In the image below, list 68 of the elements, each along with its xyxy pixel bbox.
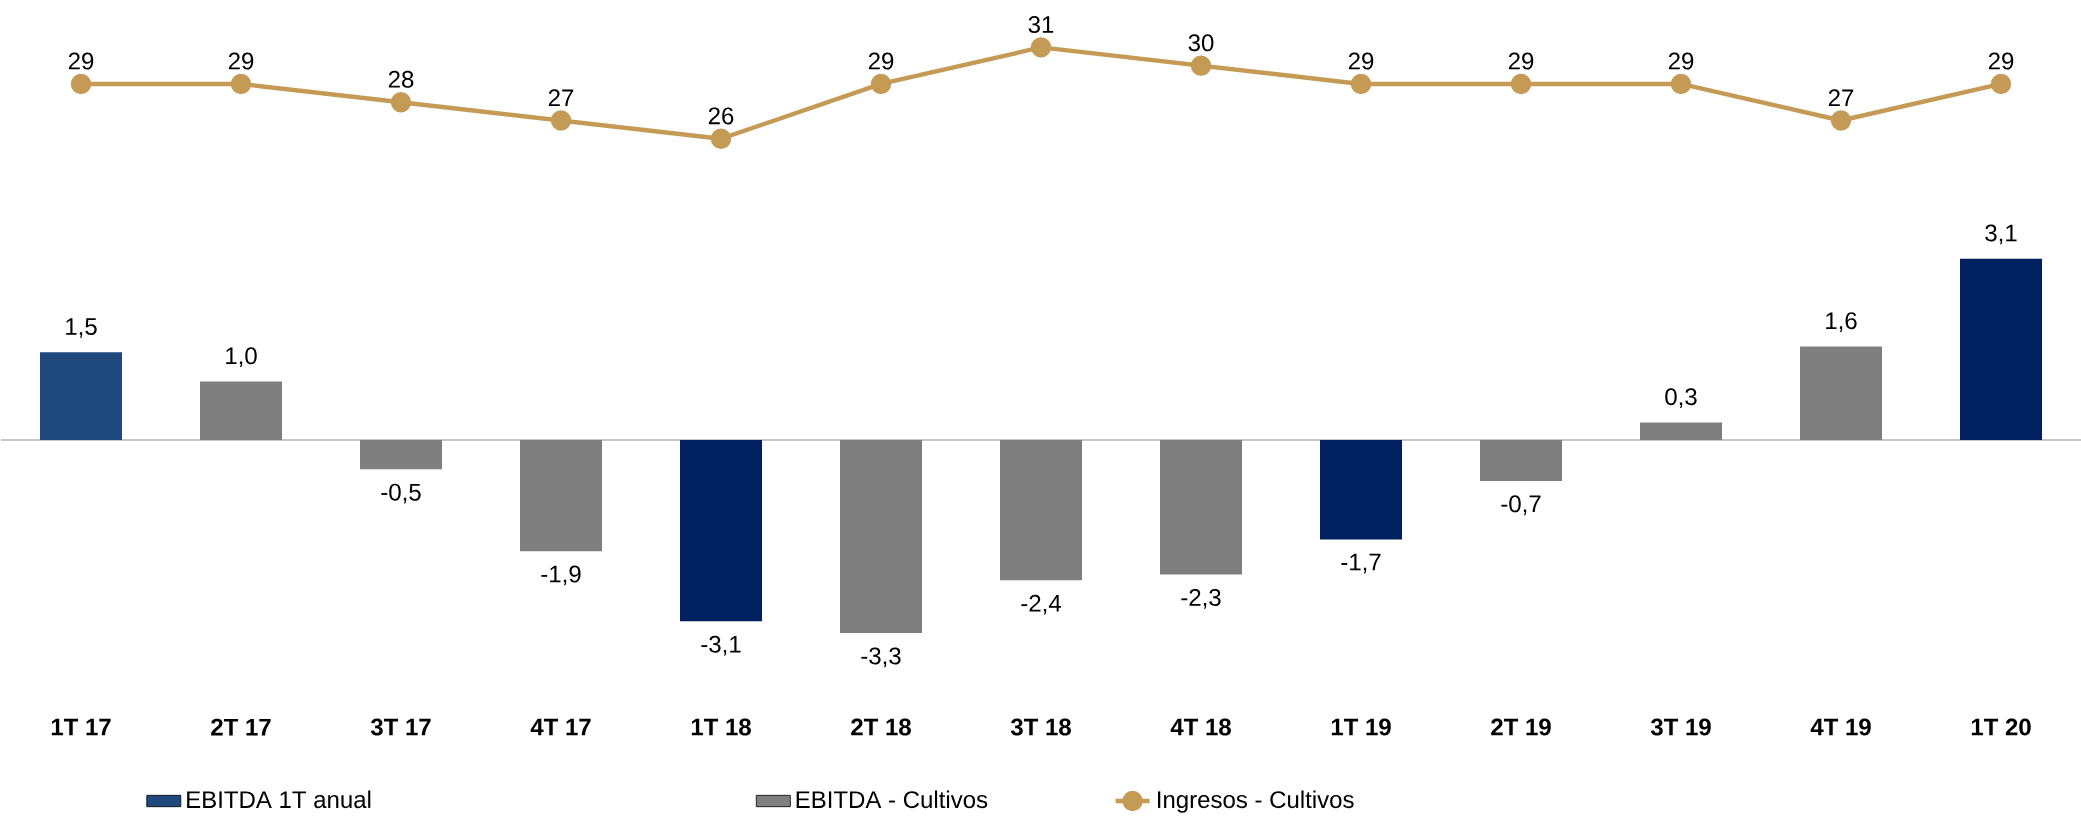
x-tick-label: 1T 18 [691, 718, 751, 736]
x-tick-label: 4T 19 [1810, 718, 1871, 736]
data-label: 29 [1348, 52, 1374, 70]
data-label: 30 [1188, 34, 1214, 52]
data-label: 29 [228, 52, 254, 70]
legend-label: EBITDA - Cultivos [796, 790, 988, 809]
data-label: 29 [1508, 52, 1534, 70]
x-tick-label: 4T 17 [530, 718, 591, 736]
x-tick-label: 2T 18 [851, 718, 911, 736]
legend-label: EBITDA 1T anual [187, 790, 371, 809]
bar [680, 439, 763, 622]
point [550, 110, 572, 131]
point [870, 73, 892, 95]
data-label: -0,7 [1501, 495, 1541, 516]
data-label: -2,4 [1021, 594, 1061, 615]
point [1830, 110, 1852, 131]
point [230, 73, 252, 95]
data-label: -0,5 [381, 483, 421, 504]
bar [1320, 439, 1403, 540]
point [1990, 73, 2012, 95]
x-tick-label: 1T 19 [1331, 718, 1391, 736]
point [70, 73, 92, 95]
point [710, 128, 732, 149]
data-label: 28 [388, 70, 414, 88]
bar [1000, 439, 1083, 581]
x-tick-label: 3T 18 [1010, 718, 1071, 736]
data-label: 26 [708, 107, 734, 125]
point [390, 92, 412, 113]
data-label: -3,3 [861, 647, 901, 668]
data-label: -2,3 [1181, 588, 1221, 609]
data-label: 27 [1828, 89, 1854, 107]
bar [40, 352, 122, 440]
data-label: 31 [1028, 16, 1054, 34]
data-label: 1,5 [66, 318, 97, 338]
x-tick-label: 3T 19 [1650, 718, 1711, 736]
bar [360, 439, 442, 470]
x-tick-label: 3T 17 [370, 718, 431, 736]
bar [840, 439, 923, 634]
data-label: 29 [868, 52, 894, 70]
data-label: 3,1 [1985, 224, 2017, 245]
data-label: -1,7 [1341, 553, 1381, 574]
data-label: 29 [1668, 52, 1694, 70]
x-tick-label: 2T 17 [211, 718, 271, 736]
point [1510, 73, 1532, 95]
x-tick-label: 1T 17 [51, 718, 111, 736]
bar [1800, 346, 1883, 440]
x-tick-label: 1T 20 [1971, 718, 2031, 736]
bar [1960, 258, 2043, 440]
data-label: 29 [68, 52, 94, 70]
bar [1480, 439, 1563, 481]
bar [1160, 439, 1243, 575]
bar [200, 381, 282, 440]
data-label: -1,9 [541, 565, 581, 586]
bar [1640, 422, 1723, 440]
x-tick-label: 2T 19 [1491, 718, 1551, 736]
data-label: 1,6 [1826, 312, 1857, 332]
point [1030, 37, 1052, 58]
data-label: -3,1 [701, 635, 741, 656]
point [1670, 73, 1692, 95]
data-label: 27 [548, 89, 574, 107]
x-tick-label: 4T 18 [1170, 718, 1231, 736]
point [1190, 55, 1212, 76]
legend-label: Ingresos - Cultivos [1158, 790, 1354, 813]
data-label: 0,3 [1665, 388, 1697, 409]
data-label: 1,0 [226, 347, 257, 368]
point [1350, 73, 1372, 95]
bar [520, 439, 602, 552]
data-label: 29 [1988, 52, 2014, 70]
